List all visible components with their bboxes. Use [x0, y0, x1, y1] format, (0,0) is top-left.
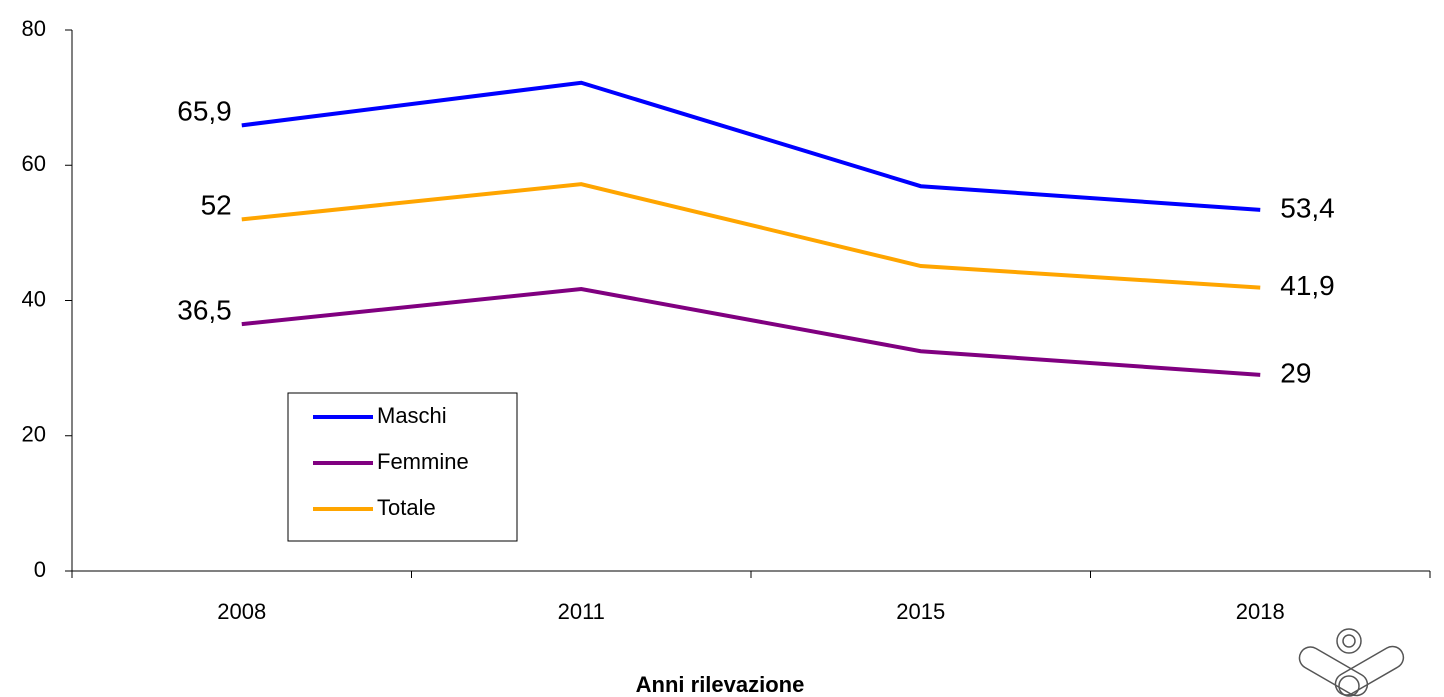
x-tick-label: 2015 [896, 599, 945, 624]
x-tick-label: 2011 [558, 599, 605, 624]
x-tick-label: 2018 [1236, 599, 1285, 624]
legend-label: Maschi [377, 403, 447, 428]
legend-label: Femmine [377, 449, 469, 474]
series-line [241, 80, 1261, 212]
data-label: 36,5 [177, 295, 232, 326]
y-tick-label: 60 [22, 151, 46, 176]
logo [1298, 628, 1405, 697]
data-label: 41,9 [1280, 270, 1335, 301]
series-line [241, 286, 1261, 377]
y-tick-label: 20 [22, 422, 46, 447]
y-tick-label: 40 [22, 286, 46, 311]
x-axis-title: Anni rilevazione [636, 672, 805, 697]
data-label: 65,9 [177, 96, 232, 127]
y-tick-label: 80 [22, 16, 46, 41]
data-label: 52 [201, 190, 232, 221]
x-tick-label: 2008 [217, 599, 266, 624]
legend-label: Totale [377, 495, 436, 520]
data-label: 53,4 [1280, 192, 1335, 223]
data-label: 29 [1280, 357, 1311, 388]
y-tick-label: 0 [34, 557, 46, 582]
series-line [241, 182, 1261, 290]
